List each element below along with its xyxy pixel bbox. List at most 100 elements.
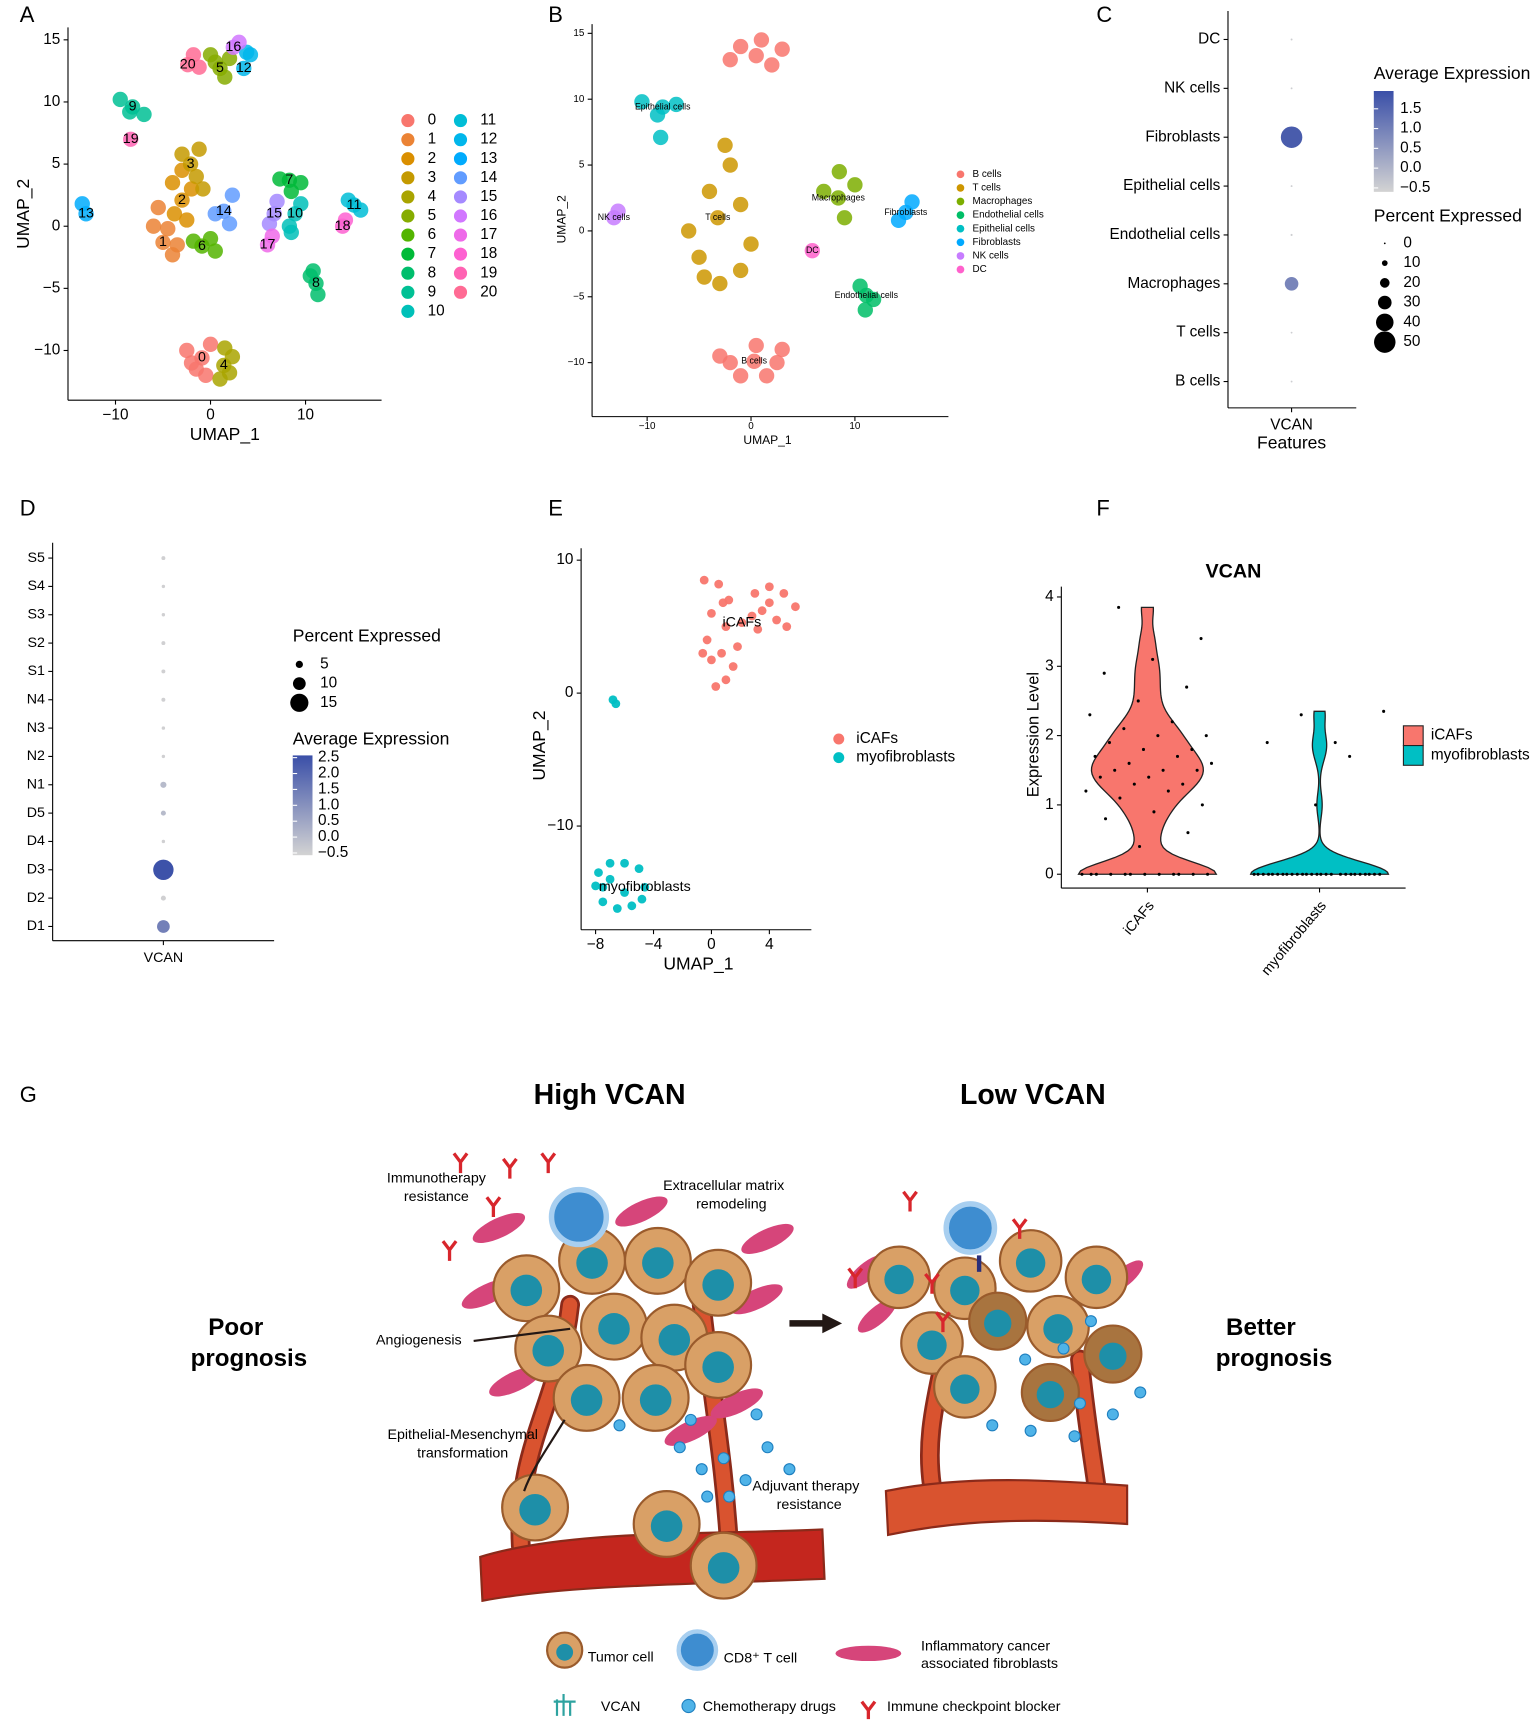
colorbar-label: 0.0 <box>1400 159 1421 176</box>
point <box>1191 872 1195 876</box>
point <box>696 269 712 285</box>
point <box>1290 872 1294 876</box>
point <box>179 212 195 228</box>
diagram-text: Low VCAN <box>960 1079 1106 1111</box>
size-label: 20 <box>1403 274 1420 291</box>
colorbar-label: −0.5 <box>318 844 348 861</box>
point <box>174 146 190 162</box>
cluster-label: 5 <box>216 60 224 76</box>
point <box>164 175 181 191</box>
diagram-text: Angiogenesis <box>376 1333 462 1349</box>
point <box>1382 709 1386 713</box>
point <box>1093 754 1097 758</box>
arrow <box>523 1419 566 1492</box>
y-tick-label: −10 <box>34 342 60 359</box>
drug <box>1024 1424 1037 1437</box>
point <box>122 104 138 120</box>
point <box>774 341 790 358</box>
point <box>169 237 185 253</box>
fibroblast <box>730 1284 783 1315</box>
drug <box>750 1408 763 1421</box>
point <box>182 156 199 172</box>
y-tick-label: N2 <box>27 748 45 764</box>
legend-label: 4 <box>428 188 437 205</box>
legend-swatch <box>956 252 965 260</box>
legend-label: 14 <box>480 169 498 186</box>
cluster-label: 15 <box>266 206 282 222</box>
checkpoint-blocker <box>441 1240 458 1261</box>
point <box>652 129 669 146</box>
point <box>1304 872 1308 876</box>
legend-label: Epithelial cells <box>973 223 1036 234</box>
colorbar-label: 1.5 <box>318 780 339 797</box>
legend-swatch <box>453 114 468 128</box>
y-tick-label: B cells <box>1175 373 1220 390</box>
y-tick-label: 5 <box>52 155 61 172</box>
legend-swatch <box>956 238 965 247</box>
y-tick-label: D1 <box>27 918 45 934</box>
nucleus <box>642 1247 674 1279</box>
point <box>701 183 718 200</box>
legend-swatch <box>1402 725 1424 747</box>
size-key <box>1379 278 1390 288</box>
point <box>722 157 738 173</box>
nucleus <box>650 1510 683 1542</box>
point <box>150 199 166 216</box>
legend-swatch <box>453 152 468 166</box>
y-tick-label: 0 <box>579 226 585 237</box>
x-tick-label: −10 <box>639 421 656 432</box>
point <box>1094 872 1098 876</box>
colorbar-label: 2.0 <box>318 765 339 782</box>
point <box>283 183 299 200</box>
panel-label: E <box>548 496 563 521</box>
x-tick-label: 10 <box>297 407 314 424</box>
dot <box>1284 277 1299 291</box>
point <box>1252 872 1256 876</box>
point <box>1107 740 1112 745</box>
checkpoint-blocker <box>935 1311 951 1333</box>
point <box>188 168 204 185</box>
point <box>649 107 666 123</box>
legend-swatch <box>453 247 468 261</box>
point <box>1151 657 1155 661</box>
point <box>1344 872 1348 876</box>
point <box>743 236 759 252</box>
point <box>1181 782 1185 786</box>
x-axis-label: UMAP_1 <box>663 953 733 974</box>
point <box>1141 747 1146 751</box>
cluster-label: 7 <box>285 172 293 188</box>
point <box>1109 872 1113 876</box>
size-key <box>290 693 309 712</box>
point <box>847 177 863 193</box>
point <box>791 602 800 612</box>
fibroblast <box>710 1388 763 1419</box>
point <box>1319 872 1323 876</box>
cluster-label: NK cells <box>598 212 631 222</box>
checkpoint-blocker <box>452 1152 469 1174</box>
nucleus <box>598 1313 630 1345</box>
legend-swatch <box>401 304 415 318</box>
point <box>612 904 622 913</box>
point <box>717 137 733 153</box>
point <box>610 203 626 219</box>
checkpoint-blocker <box>501 1157 518 1179</box>
point <box>640 882 650 892</box>
drug <box>1084 1315 1097 1328</box>
x-tick-label: 0 <box>748 421 754 432</box>
point <box>191 141 207 157</box>
y-tick-label: 15 <box>43 31 60 48</box>
legend-label: 13 <box>480 150 497 167</box>
point <box>779 589 789 598</box>
legend-swatch <box>401 228 415 242</box>
point <box>1324 872 1328 876</box>
point <box>707 655 716 665</box>
legend-swatch <box>401 266 415 280</box>
y-tick-label: NK cells <box>1164 79 1221 96</box>
point <box>1276 872 1280 876</box>
nucleus <box>1043 1314 1073 1344</box>
colorbar-label: 0.0 <box>318 828 339 845</box>
point <box>1104 817 1108 821</box>
legend-label: Fibroblasts <box>973 237 1021 248</box>
point <box>1310 872 1314 876</box>
dot <box>161 669 166 674</box>
